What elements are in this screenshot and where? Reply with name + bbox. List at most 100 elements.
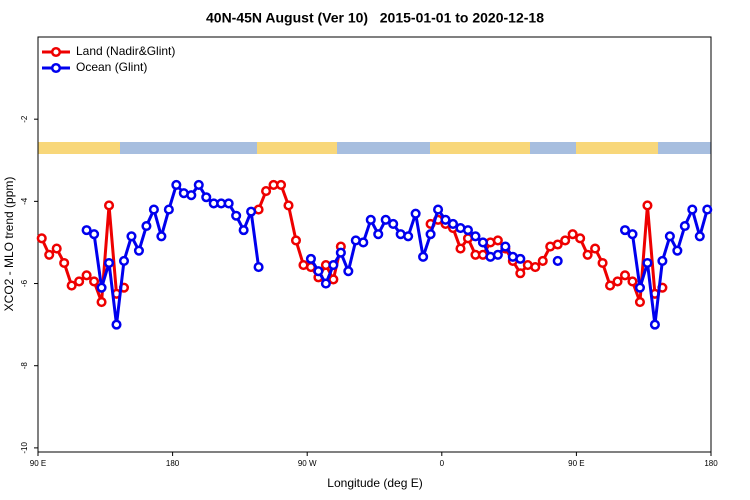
point [96,296,107,308]
x-tick-label: 90 W [298,459,317,468]
point [627,229,638,240]
point [74,276,85,287]
point [403,231,414,242]
point [664,231,675,242]
point [201,192,212,203]
point [455,243,466,254]
point [515,268,526,279]
point [552,239,563,250]
x-tick-label: 90 E [30,459,46,468]
point [500,241,511,252]
point [320,278,331,289]
point [261,186,272,197]
legend-marker [50,62,62,74]
point [567,229,578,240]
point [103,257,115,269]
plot-frame [37,36,712,453]
point [44,249,55,260]
point [275,179,287,190]
chart-title: 40N-45N August (Ver 10) 2015-01-01 to 20… [206,10,544,26]
point [335,247,346,258]
point [96,282,107,293]
point [433,204,444,215]
point [388,218,399,230]
point [103,200,115,211]
x-tick-label: 180 [704,459,718,468]
point [634,296,646,308]
point [253,262,264,273]
point [575,233,586,244]
point [530,262,541,273]
point [492,249,503,260]
point [290,235,302,246]
point [694,231,705,242]
point [605,280,616,291]
point [634,282,646,293]
point [657,255,668,266]
point [380,214,391,225]
point [171,179,182,190]
point [343,266,354,277]
point [440,214,451,225]
point [492,235,503,246]
point [590,243,601,254]
y-axis-label: XCO2 - MLO trend (ppm) [2,177,16,312]
y-tick-label: -6 [20,279,29,287]
point [36,233,47,244]
point [156,231,167,242]
y-tick-label: -4 [20,197,29,205]
x-axis-label: Longitude (deg E) [327,476,422,490]
legend-label: Land (Nadir&Glint) [76,44,175,58]
point [51,243,62,254]
point [425,229,436,240]
point [597,257,608,269]
land-ocean-strip [38,142,711,154]
point [358,237,369,248]
point [126,231,137,242]
point [687,204,698,215]
point [59,257,70,269]
point [582,249,593,260]
point [410,208,421,219]
point [89,276,100,287]
point [365,214,376,225]
legend-marker [50,46,62,58]
point [231,210,242,221]
y-tick-label: -2 [20,115,29,123]
point [537,255,548,266]
x-tick-label: 90 E [568,459,584,468]
point [627,276,638,287]
point [313,266,324,277]
point [642,257,653,269]
point [470,231,481,242]
point [111,319,122,330]
x-tick-label: 0 [440,459,445,468]
series-line [85,183,709,327]
point [328,274,339,285]
point [619,270,631,281]
point [649,319,660,330]
x-tick-label: 180 [166,459,180,468]
point [148,204,159,215]
point [702,204,713,215]
point [163,204,174,215]
y-tick-label: -10 [20,442,29,454]
point [66,280,77,291]
point [193,179,204,190]
point [447,218,459,230]
legend-item: Land (Nadir&Glint) [42,44,175,58]
point [223,198,234,209]
point [619,225,631,236]
point [418,251,429,262]
point [642,200,653,211]
point [612,276,623,287]
point [283,200,294,211]
y-tick-label: -8 [20,362,29,370]
legend-item: Ocean (Glint) [42,60,147,74]
point [328,259,339,271]
point [515,253,526,264]
point [552,255,563,266]
point [81,270,92,281]
point [305,253,316,264]
